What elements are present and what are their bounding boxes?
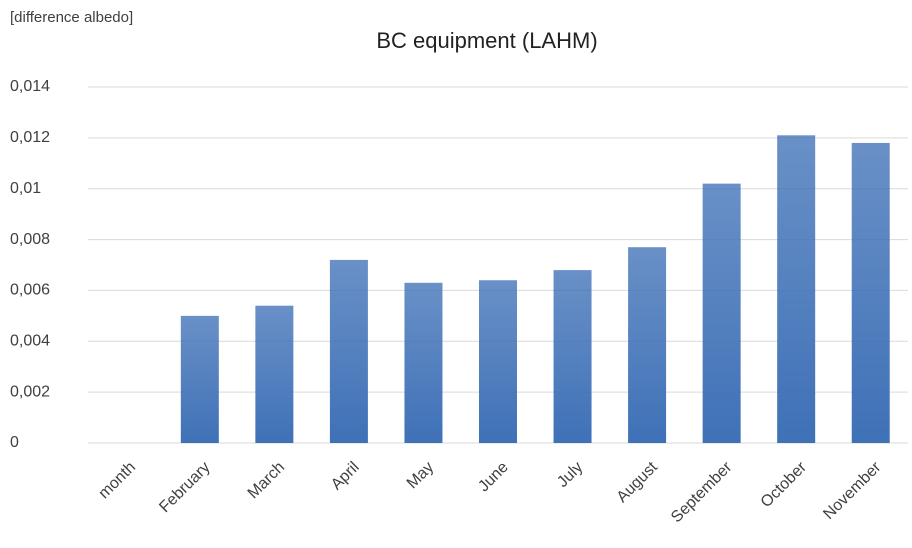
bar bbox=[404, 282, 443, 443]
y-tick-label: 0,012 bbox=[10, 129, 50, 146]
x-tick-label: August bbox=[614, 458, 662, 506]
y-tick-label: 0,004 bbox=[10, 333, 50, 350]
x-tick-label: October bbox=[758, 458, 811, 511]
y-tick-label: 0,006 bbox=[10, 282, 50, 299]
x-tick-label: September bbox=[668, 458, 736, 526]
x-tick-label: February bbox=[156, 459, 213, 516]
x-tick-label: March bbox=[245, 459, 288, 502]
x-tick-label: May bbox=[404, 459, 437, 492]
bar bbox=[479, 280, 517, 443]
y-tick-label: 0,002 bbox=[10, 383, 50, 400]
bar bbox=[329, 259, 368, 443]
y-tick-label: 0,01 bbox=[10, 180, 41, 197]
bar bbox=[180, 315, 219, 443]
bar bbox=[851, 142, 890, 443]
bar bbox=[777, 135, 816, 444]
x-tick-label: month bbox=[96, 459, 139, 502]
bar bbox=[628, 247, 667, 443]
y-tick-label: 0,014 bbox=[10, 78, 50, 95]
x-tick-label: June bbox=[475, 459, 512, 496]
x-tick-label: April bbox=[328, 459, 363, 494]
bar bbox=[255, 305, 294, 443]
y-tick-label: 0 bbox=[10, 434, 19, 451]
x-tick-label: November bbox=[820, 458, 885, 523]
y-tick-label: 0,008 bbox=[10, 231, 50, 248]
y-axis-label: [difference albedo] bbox=[10, 9, 133, 26]
bar bbox=[702, 183, 741, 443]
chart-title: BC equipment (LAHM) bbox=[376, 28, 597, 53]
bar bbox=[553, 270, 592, 443]
x-tick-label: July bbox=[554, 459, 586, 491]
